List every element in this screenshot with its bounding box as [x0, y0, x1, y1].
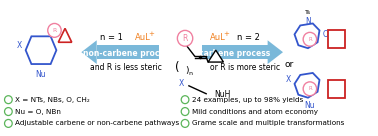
Circle shape	[5, 119, 12, 127]
Text: 24 examples, up to 98% yields: 24 examples, up to 98% yields	[192, 97, 303, 103]
Text: X: X	[16, 41, 22, 50]
Circle shape	[5, 108, 12, 115]
Text: AuL: AuL	[210, 33, 226, 42]
Polygon shape	[26, 36, 56, 64]
Text: or R is more steric: or R is more steric	[211, 64, 280, 72]
Text: n: n	[189, 71, 193, 76]
Text: R: R	[308, 37, 312, 42]
Text: Grame scale and multiple transformations: Grame scale and multiple transformations	[192, 120, 344, 126]
Polygon shape	[208, 50, 223, 62]
Polygon shape	[268, 40, 283, 64]
Polygon shape	[58, 28, 72, 42]
Text: (: (	[175, 61, 180, 75]
Text: Adjustable carbene or non-carbene pathways: Adjustable carbene or non-carbene pathwa…	[15, 120, 179, 126]
Text: O: O	[322, 30, 328, 39]
Text: Nu: Nu	[305, 101, 315, 110]
Text: NuH: NuH	[214, 90, 230, 99]
Text: Ts: Ts	[305, 10, 311, 15]
FancyBboxPatch shape	[202, 45, 268, 59]
Polygon shape	[81, 40, 97, 64]
Circle shape	[303, 32, 317, 46]
Text: +: +	[223, 31, 229, 37]
Circle shape	[48, 23, 61, 37]
Text: ): )	[185, 67, 189, 75]
FancyBboxPatch shape	[328, 80, 345, 98]
Circle shape	[5, 96, 12, 104]
Text: n = 2: n = 2	[237, 33, 260, 42]
FancyBboxPatch shape	[97, 45, 159, 59]
Text: X: X	[286, 75, 291, 84]
Text: non-carbene process: non-carbene process	[82, 49, 173, 58]
Text: Nu: Nu	[36, 70, 46, 79]
Text: R: R	[52, 28, 57, 33]
Text: AuL: AuL	[135, 33, 151, 42]
Text: or: or	[284, 60, 293, 69]
Circle shape	[181, 119, 189, 127]
Circle shape	[303, 82, 317, 96]
Circle shape	[181, 108, 189, 115]
Text: N: N	[305, 17, 311, 26]
FancyBboxPatch shape	[328, 30, 345, 48]
Text: R: R	[308, 86, 312, 91]
Text: X: X	[178, 79, 184, 88]
Text: X = NTs, NBs, O, CH₂: X = NTs, NBs, O, CH₂	[15, 97, 90, 103]
Circle shape	[181, 96, 189, 104]
Polygon shape	[294, 73, 319, 98]
Text: +: +	[149, 31, 155, 37]
Text: Nu = O, NBn: Nu = O, NBn	[15, 109, 61, 115]
Text: R: R	[182, 34, 188, 43]
Text: n = 1: n = 1	[100, 33, 122, 42]
Text: carbene process: carbene process	[199, 49, 271, 58]
Polygon shape	[294, 23, 319, 48]
Text: Mild conditions and atom economy: Mild conditions and atom economy	[192, 109, 318, 115]
Text: and R is less steric: and R is less steric	[90, 64, 161, 72]
Circle shape	[177, 30, 193, 46]
